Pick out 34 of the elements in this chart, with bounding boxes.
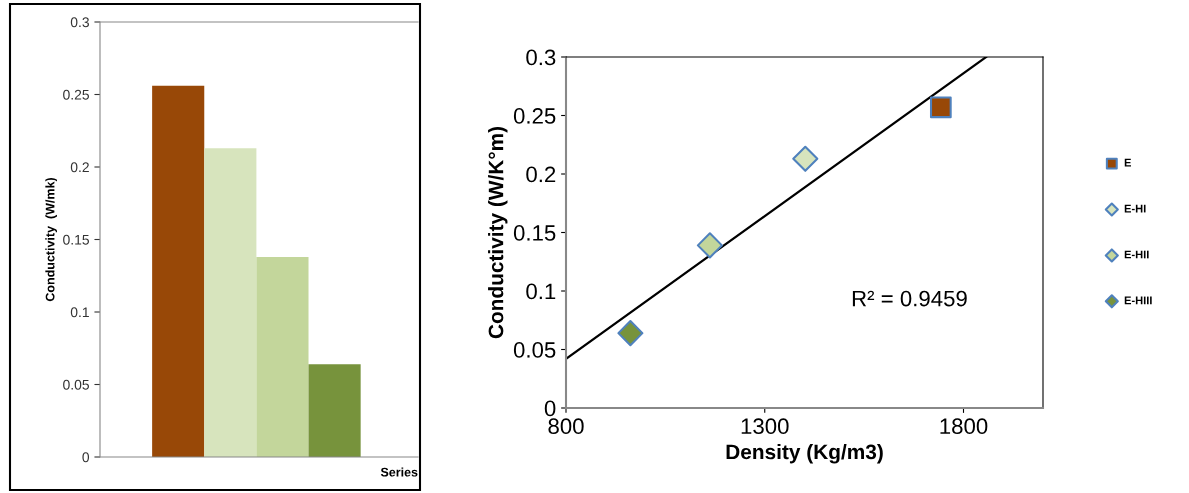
x-tick-label: 1800 [940,418,988,435]
bar [256,256,309,457]
y-tick-label: 0.2 [70,162,89,173]
x-axis-title: Density (Kg/m3) [726,443,883,464]
point [929,96,952,119]
y-tick-label: 0 [82,452,90,463]
y-tick-label: 0.25 [63,89,89,100]
annotation: R² = 0.9459 [852,290,967,307]
point [696,232,723,259]
point [617,320,644,347]
x-tick-label: 1300 [741,418,789,435]
legend-label: E [1124,158,1132,167]
y-tick-label: 0 [544,400,556,417]
y-tick-label: 0.1 [526,283,556,300]
y-tick-label: 0.25 [513,108,556,124]
y-tick-label: 0.05 [63,379,89,390]
y-tick-label: 0.2 [526,166,556,183]
y-axis-title: Conductivity (W/mk) [45,177,57,302]
y-tick-label: 0.3 [526,49,556,66]
bar [308,364,361,457]
x-axis-title: Series [380,467,418,477]
bar [152,85,205,457]
x-tick-label: 800 [548,418,584,435]
y-tick-label: 0.3 [70,17,89,28]
y-tick-label: 0.05 [513,342,556,358]
bar [204,148,257,457]
y-tick-label: 0.15 [513,225,556,241]
point [792,145,819,172]
y-tick-label: 0.15 [63,234,89,245]
legend-label: E-HIII [1124,296,1152,305]
legend-label: E-HII [1124,250,1149,259]
y-tick-label: 0.1 [70,307,89,318]
y-axis-title: Conductivity (W/K°m) [488,126,508,339]
legend-label: E-HI [1124,204,1146,213]
